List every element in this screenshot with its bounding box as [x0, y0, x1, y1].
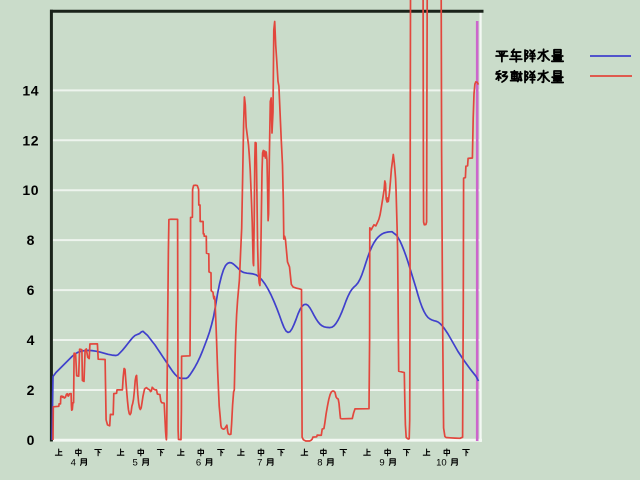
svg-text:4: 4 [27, 332, 35, 348]
svg-text:2: 2 [27, 382, 35, 398]
svg-text:6: 6 [27, 282, 35, 298]
svg-text:7: 7 [257, 457, 262, 468]
svg-text:0: 0 [27, 432, 35, 448]
svg-text:8: 8 [317, 457, 322, 468]
svg-text:6: 6 [196, 457, 201, 468]
svg-text:10: 10 [436, 457, 447, 468]
svg-text:12: 12 [22, 132, 39, 148]
svg-text:9: 9 [379, 457, 384, 468]
svg-text:5: 5 [133, 457, 138, 468]
svg-text:10: 10 [22, 182, 39, 198]
svg-text:4: 4 [71, 457, 76, 468]
svg-text:8: 8 [27, 232, 35, 248]
svg-text:14: 14 [22, 82, 39, 98]
